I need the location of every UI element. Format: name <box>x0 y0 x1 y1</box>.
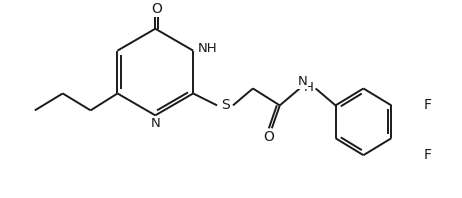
Text: O: O <box>151 2 162 16</box>
Text: H: H <box>304 81 314 94</box>
Text: NH: NH <box>197 42 217 55</box>
Text: N: N <box>151 117 160 130</box>
Text: F: F <box>423 98 431 112</box>
Text: O: O <box>263 130 274 144</box>
Text: N: N <box>298 75 308 88</box>
Text: F: F <box>423 148 431 162</box>
Text: S: S <box>221 98 230 112</box>
